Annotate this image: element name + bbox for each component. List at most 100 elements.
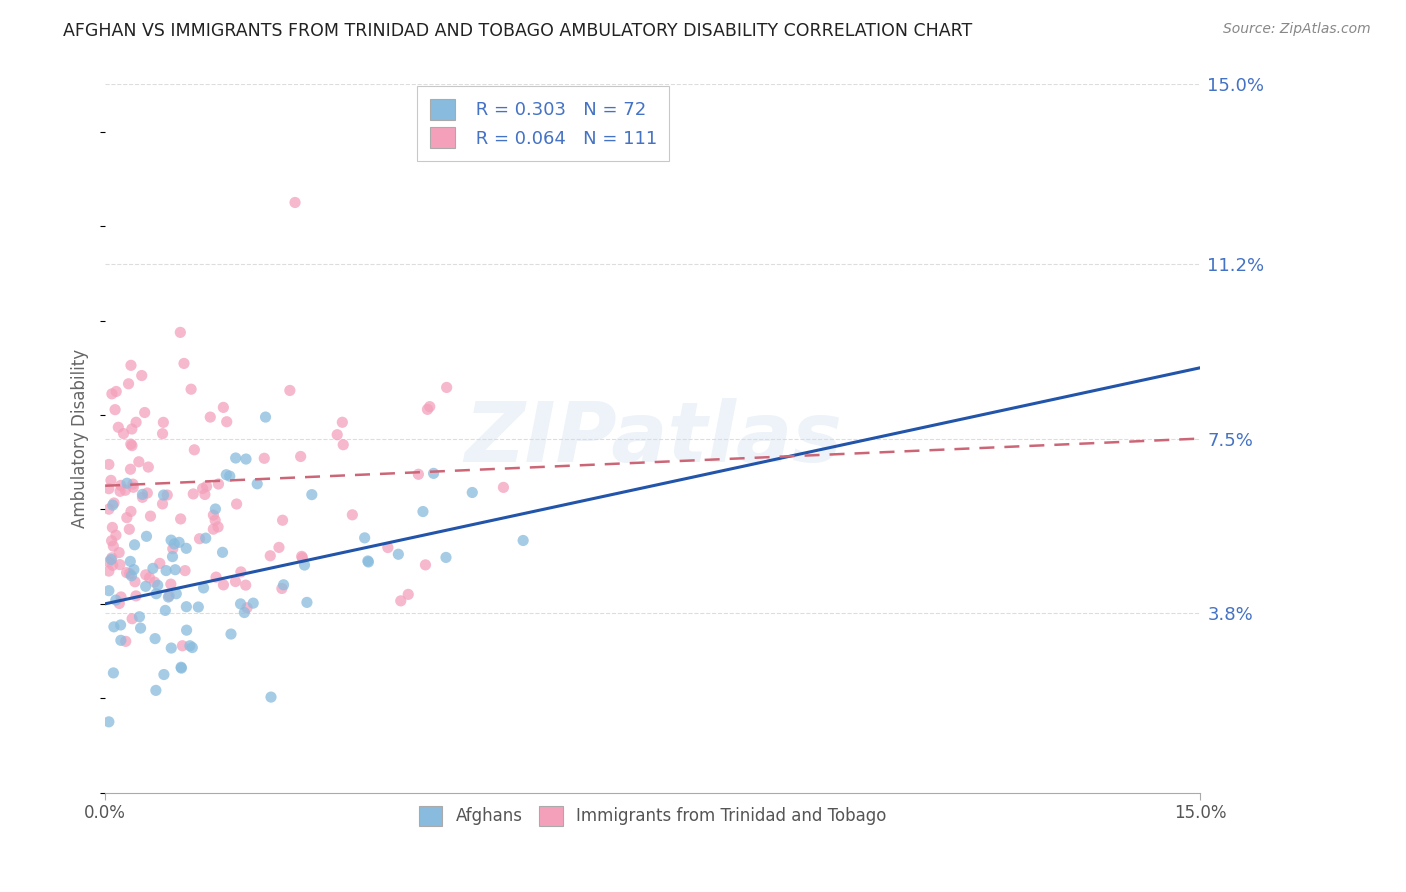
Point <box>128 609 150 624</box>
Point <box>97 502 120 516</box>
Point <box>387 547 409 561</box>
Point <box>187 600 209 615</box>
Point <box>212 578 235 592</box>
Point <box>169 326 191 340</box>
Point <box>165 563 187 577</box>
Point <box>108 558 131 572</box>
Point <box>125 589 148 603</box>
Point <box>152 415 174 429</box>
Point <box>291 549 314 564</box>
Point <box>412 504 434 518</box>
Point <box>204 513 226 527</box>
Point <box>235 578 257 592</box>
Point <box>117 376 139 391</box>
Point <box>295 595 318 609</box>
Point <box>139 509 162 524</box>
Point <box>419 400 441 414</box>
Point <box>179 639 201 653</box>
Point <box>120 462 142 476</box>
Point <box>114 634 136 648</box>
Point <box>122 480 145 494</box>
Point <box>101 520 124 534</box>
Text: Source: ZipAtlas.com: Source: ZipAtlas.com <box>1223 22 1371 37</box>
Point <box>204 502 226 516</box>
Point <box>97 564 120 578</box>
Point <box>100 552 122 566</box>
Point <box>121 568 143 582</box>
Point <box>242 596 264 610</box>
Point <box>236 600 259 615</box>
Point <box>110 633 132 648</box>
Point <box>101 550 124 565</box>
Point <box>120 554 142 568</box>
Point <box>267 541 290 555</box>
Point <box>159 577 181 591</box>
Point <box>170 660 193 674</box>
Point <box>143 575 166 590</box>
Point <box>202 522 225 536</box>
Point <box>157 590 180 604</box>
Point <box>330 415 353 429</box>
Point <box>195 479 218 493</box>
Point <box>170 661 193 675</box>
Point <box>167 535 190 549</box>
Point <box>181 640 204 655</box>
Point <box>135 579 157 593</box>
Point <box>162 549 184 564</box>
Point <box>215 467 238 482</box>
Point <box>163 537 186 551</box>
Point <box>260 690 283 704</box>
Point <box>131 368 153 383</box>
Point <box>145 587 167 601</box>
Point <box>461 485 484 500</box>
Point <box>105 384 128 399</box>
Point <box>134 405 156 419</box>
Point <box>124 538 146 552</box>
Point <box>101 498 124 512</box>
Point <box>97 714 120 729</box>
Point <box>415 558 437 572</box>
Point <box>174 541 197 556</box>
Point <box>194 487 217 501</box>
Point <box>118 566 141 581</box>
Point <box>152 488 174 502</box>
Point <box>219 627 242 641</box>
Point <box>211 545 233 559</box>
Point <box>131 487 153 501</box>
Point <box>205 570 228 584</box>
Point <box>131 491 153 505</box>
Point <box>246 476 269 491</box>
Point <box>97 555 120 569</box>
Point <box>143 632 166 646</box>
Point <box>115 510 138 524</box>
Point <box>422 467 444 481</box>
Point <box>100 533 122 548</box>
Point <box>254 410 277 425</box>
Point <box>224 574 246 589</box>
Point <box>129 621 152 635</box>
Point <box>212 401 235 415</box>
Point <box>121 422 143 436</box>
Point <box>121 612 143 626</box>
Point <box>97 458 120 472</box>
Point <box>278 384 301 398</box>
Point <box>377 541 399 555</box>
Point <box>152 426 174 441</box>
Point <box>136 460 159 475</box>
Point <box>128 455 150 469</box>
Point <box>122 477 145 491</box>
Point <box>120 437 142 451</box>
Point <box>492 480 515 494</box>
Point <box>172 639 194 653</box>
Point <box>138 571 160 585</box>
Point <box>122 563 145 577</box>
Text: ZIPatlas: ZIPatlas <box>464 398 842 479</box>
Point <box>135 529 157 543</box>
Point <box>110 590 132 604</box>
Point <box>104 593 127 607</box>
Point <box>103 620 125 634</box>
Text: AFGHAN VS IMMIGRANTS FROM TRINIDAD AND TOBAGO AMBULATORY DISABILITY CORRELATION : AFGHAN VS IMMIGRANTS FROM TRINIDAD AND T… <box>63 22 973 40</box>
Point <box>229 565 252 579</box>
Point <box>101 558 124 573</box>
Point <box>146 578 169 592</box>
